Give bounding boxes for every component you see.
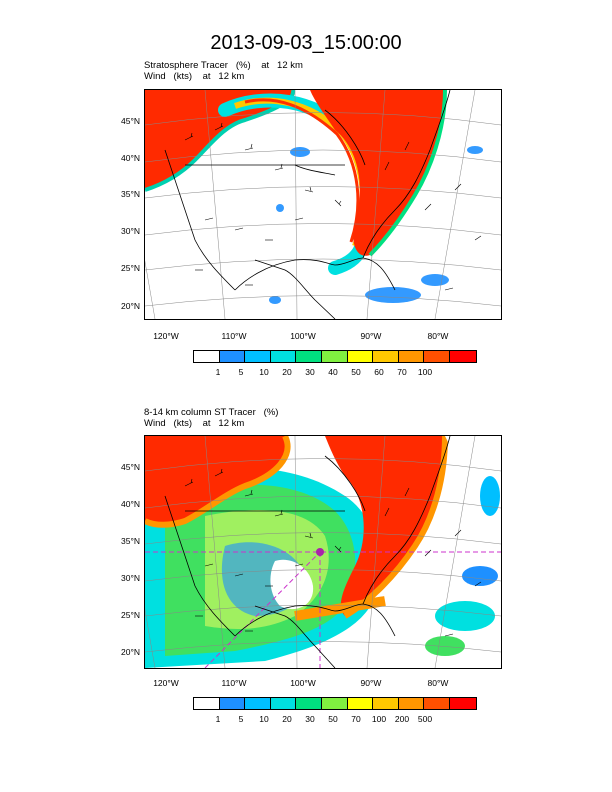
panel1-colorbar-label: 40 <box>328 367 338 377</box>
panel2-colorbar-label: 1 <box>215 714 221 724</box>
panel1-lon-label-100: 100°W <box>290 331 316 341</box>
colorbar-swatch <box>449 698 476 709</box>
panel1-colorbar <box>193 350 477 363</box>
panel1-colorbar-label: 10 <box>259 367 269 377</box>
map-title: 2013-09-03_15:00:00 <box>210 32 402 54</box>
colorbar-swatch <box>449 351 476 362</box>
panel2-colorbar-label: 5 <box>238 714 244 724</box>
colorbar-swatch <box>398 351 425 362</box>
panel1-blue-patches <box>269 146 483 304</box>
panel1-lon-label-90: 90°W <box>360 331 382 341</box>
panel1-lat-label-25: 25°N <box>121 263 140 273</box>
panel1-caption-line2: Wind (kts) at 12 km <box>144 71 245 82</box>
panel1-caption-line1: Stratosphere Tracer (%) at 12 km <box>144 60 303 71</box>
panel2-lat-label-30: 30°N <box>121 573 140 583</box>
panel2-colorbar-label: 70 <box>351 714 361 724</box>
panel2-lat-label-35: 35°N <box>121 536 140 546</box>
panel2-map-svg <box>145 436 501 668</box>
panel2-colorbar-label: 500 <box>417 714 433 724</box>
panel2-colorbar-label: 30 <box>305 714 315 724</box>
panel2-lat-label-25: 25°N <box>121 610 140 620</box>
panel1-lat-label-45: 45°N <box>121 116 140 126</box>
colorbar-swatch <box>321 351 348 362</box>
panel2-colorbar-label: 20 <box>282 714 292 724</box>
colorbar-swatch <box>194 698 220 709</box>
panel2-tracer-nw <box>145 436 288 525</box>
colorbar-swatch <box>245 351 271 362</box>
panel2-lat-label-45: 45°N <box>121 462 140 472</box>
panel2-caption-line2: Wind (kts) at 12 km <box>144 418 245 429</box>
panel2-colorbar <box>193 697 477 710</box>
panel2-lon-label-100: 100°W <box>290 678 316 688</box>
colorbar-swatch <box>219 351 246 362</box>
colorbar-swatch <box>296 351 322 362</box>
panel2-colorbar-label: 50 <box>328 714 338 724</box>
panel1-colorbar-label: 100 <box>417 367 433 377</box>
panel1-wind-barbs <box>184 122 482 291</box>
panel1-lon-label-120: 120°W <box>153 331 179 341</box>
colorbar-swatch <box>321 698 348 709</box>
panel1-lat-label-20: 20°N <box>121 301 140 311</box>
panel2-lat-label-20: 20°N <box>121 647 140 657</box>
panel1-colorbar-label: 50 <box>351 367 361 377</box>
colorbar-swatch <box>347 698 374 709</box>
colorbar-swatch <box>270 351 297 362</box>
panel1-colorbar-label: 20 <box>282 367 292 377</box>
colorbar-swatch <box>398 698 425 709</box>
colorbar-swatch <box>296 698 322 709</box>
colorbar-swatch <box>245 698 271 709</box>
panel2-map <box>144 435 502 669</box>
panel1-colorbar-label: 30 <box>305 367 315 377</box>
panel2-lon-label-80: 80°W <box>427 678 449 688</box>
colorbar-swatch <box>194 351 220 362</box>
panel2-colorbar-label: 100 <box>371 714 387 724</box>
panel2-field-white-hole <box>270 559 314 610</box>
panel2-colorbar-label: 10 <box>259 714 269 724</box>
panel1-lat-label-30: 30°N <box>121 226 140 236</box>
panel2-coastlines <box>164 436 451 668</box>
panel2-wind-barbs <box>184 468 482 637</box>
colorbar-swatch <box>373 698 399 709</box>
colorbar-swatch <box>424 351 450 362</box>
panel1-colorbar-label: 60 <box>374 367 384 377</box>
colorbar-swatch <box>424 698 450 709</box>
panel1-lon-label-80: 80°W <box>427 331 449 341</box>
panel2-lon-label-120: 120°W <box>153 678 179 688</box>
panel1-map <box>144 89 502 320</box>
panel2-lon-label-90: 90°W <box>360 678 382 688</box>
panel1-colorbar-label: 1 <box>215 367 221 377</box>
panel1-tracer-ne <box>310 90 445 256</box>
panel2-marker <box>316 548 324 556</box>
panel1-lat-label-40: 40°N <box>121 153 140 163</box>
panel1-map-svg <box>145 90 501 319</box>
panel1-lat-label-35: 35°N <box>121 189 140 199</box>
panel2-caption-line1: 8-14 km column ST Tracer (%) <box>144 407 279 418</box>
colorbar-swatch <box>347 351 374 362</box>
panel1-colorbar-label: 70 <box>397 367 407 377</box>
panel1-colorbar-label: 5 <box>238 367 244 377</box>
panel1-lon-label-110: 110°W <box>221 331 247 341</box>
panel1-graticule <box>145 90 501 319</box>
colorbar-swatch <box>219 698 246 709</box>
panel1-coastlines <box>164 90 451 319</box>
panel2-tracer-ne <box>325 436 445 616</box>
panel2-colorbar-label: 200 <box>394 714 410 724</box>
colorbar-swatch <box>373 351 399 362</box>
panel2-lat-label-40: 40°N <box>121 499 140 509</box>
colorbar-swatch <box>270 698 297 709</box>
panel2-lon-label-110: 110°W <box>221 678 247 688</box>
